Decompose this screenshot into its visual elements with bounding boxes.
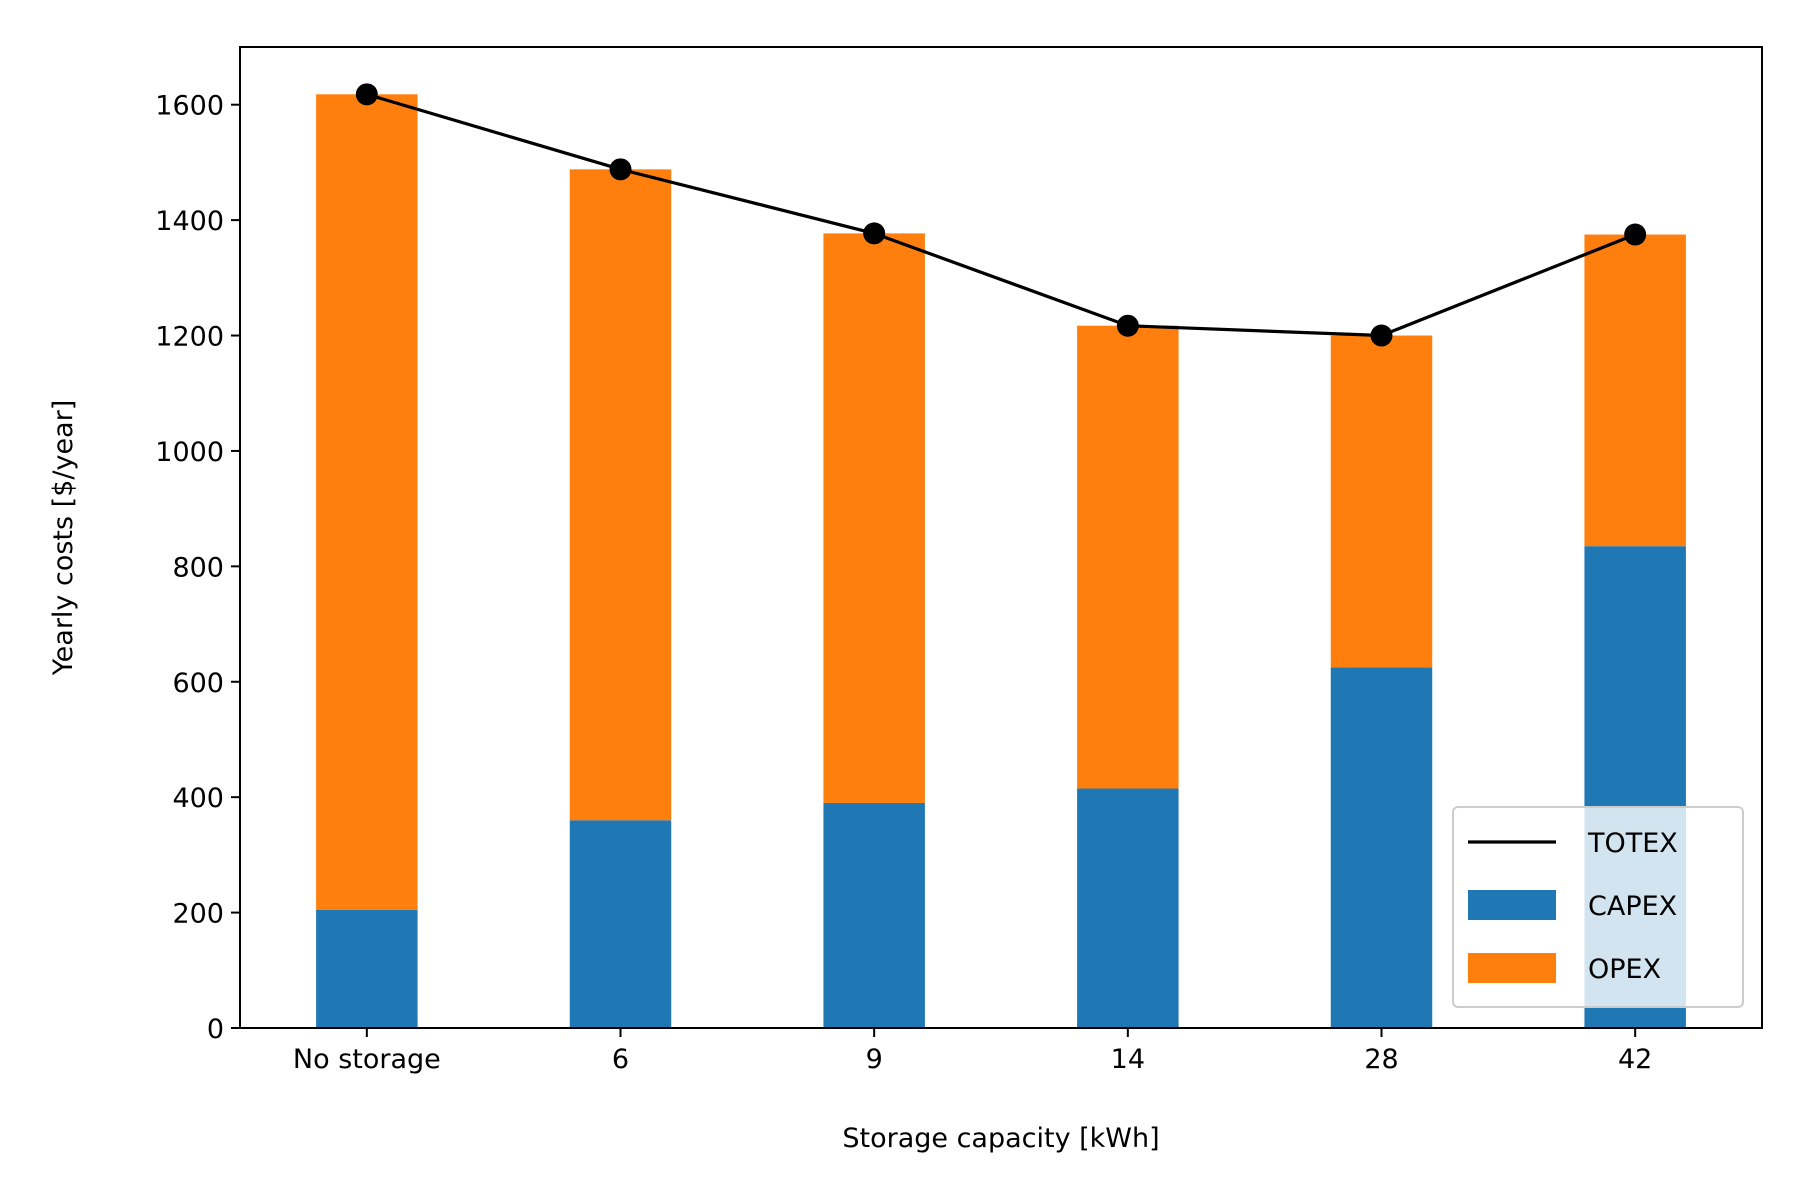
x-tick-label: 6 xyxy=(612,1044,629,1075)
opex-bar xyxy=(1077,325,1179,789)
y-axis-label: Yearly costs [$/year] xyxy=(48,400,79,676)
x-tick-label: No storage xyxy=(293,1044,441,1075)
legend-label-opex: OPEX xyxy=(1588,954,1661,985)
legend-label-totex: TOTEX xyxy=(1587,828,1678,859)
y-tick-label: 1400 xyxy=(155,206,224,237)
y-tick-label: 1000 xyxy=(155,437,224,468)
x-tick-label: 14 xyxy=(1111,1044,1145,1075)
x-tick-label: 9 xyxy=(866,1044,883,1075)
y-axis: 0 200 400 600 800 1000 1200 1400 1600 xyxy=(155,91,240,1045)
x-tick-label: 42 xyxy=(1618,1044,1652,1075)
capex-bar xyxy=(823,802,925,1028)
totex-point xyxy=(355,83,378,106)
y-tick-label: 0 xyxy=(207,1014,224,1045)
y-tick-label: 600 xyxy=(172,668,224,699)
y-tick-label: 1200 xyxy=(155,322,224,353)
opex-bar xyxy=(569,169,672,821)
legend-label-capex: CAPEX xyxy=(1588,891,1677,922)
totex-point xyxy=(1370,324,1393,347)
totex-point xyxy=(863,222,886,245)
x-axis: No storage 6 9 14 28 42 xyxy=(293,1028,1652,1075)
y-tick-label: 200 xyxy=(172,899,224,930)
legend-swatch-capex xyxy=(1468,890,1556,920)
x-axis-label: Storage capacity [kWh] xyxy=(842,1123,1159,1154)
legend: TOTEX CAPEX OPEX xyxy=(1452,806,1744,1008)
capex-bar xyxy=(1077,788,1179,1028)
bar-layer xyxy=(316,94,1686,1028)
y-tick-label: 1600 xyxy=(155,91,224,122)
totex-line-layer xyxy=(355,83,1647,347)
y-tick-label: 800 xyxy=(172,552,224,583)
plot-area-frame xyxy=(239,46,1763,1029)
opex-bar xyxy=(316,94,418,910)
capex-bar xyxy=(316,909,418,1028)
opex-bar xyxy=(1584,234,1686,547)
totex-point xyxy=(1116,314,1139,337)
totex-point xyxy=(609,158,632,181)
x-tick-label: 28 xyxy=(1364,1044,1398,1075)
totex-point xyxy=(1624,223,1647,246)
legend-swatch-opex xyxy=(1468,953,1556,983)
opex-bar xyxy=(823,233,925,803)
y-tick-label: 400 xyxy=(172,783,224,814)
capex-bar xyxy=(1330,667,1433,1028)
capex-bar xyxy=(569,820,672,1028)
opex-bar xyxy=(1330,335,1433,668)
totex-line xyxy=(366,92,1636,338)
